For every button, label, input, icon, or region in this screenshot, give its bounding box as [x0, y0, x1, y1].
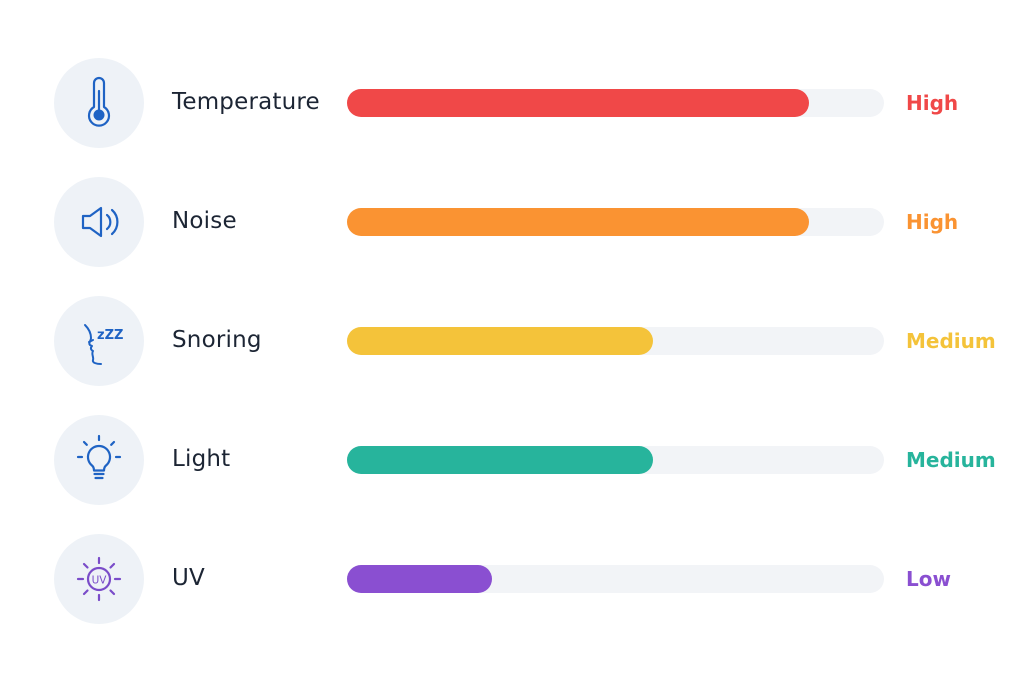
snoring-zzz-glyph: zZZ — [97, 328, 123, 343]
metric-level-text: Low — [906, 567, 951, 591]
metric-row-light: Light Medium — [0, 413, 1024, 509]
metric-label: Temperature — [172, 89, 320, 115]
thermometer-icon — [54, 58, 144, 148]
metric-row-uv: UV UV Low — [0, 532, 1024, 628]
metric-level-text: Medium — [906, 329, 996, 353]
metric-level-track — [347, 208, 884, 236]
metric-level-fill — [347, 89, 809, 117]
metric-row-noise: Noise High — [0, 175, 1024, 271]
metric-row-temperature: Temperature High — [0, 56, 1024, 152]
metric-level-text: High — [906, 210, 959, 234]
metric-label: Noise — [172, 208, 237, 234]
metric-label: Light — [172, 446, 231, 472]
metric-level-track — [347, 89, 884, 117]
metric-label: UV — [172, 565, 205, 591]
metric-level-text: High — [906, 91, 959, 115]
metric-label: Snoring — [172, 327, 262, 353]
metric-level-fill — [347, 565, 492, 593]
metric-row-snoring: zZZ Snoring Medium — [0, 294, 1024, 390]
metric-level-track — [347, 327, 884, 355]
snoring-face-icon: zZZ — [54, 296, 144, 386]
metric-level-fill — [347, 327, 653, 355]
uv-sun-icon: UV — [54, 534, 144, 624]
uv-glyph: UV — [92, 575, 108, 587]
metric-level-track — [347, 446, 884, 474]
metric-level-track — [347, 565, 884, 593]
speaker-icon — [54, 177, 144, 267]
metric-level-text: Medium — [906, 448, 996, 472]
metric-level-fill — [347, 208, 809, 236]
metric-level-fill — [347, 446, 653, 474]
lightbulb-icon — [54, 415, 144, 505]
